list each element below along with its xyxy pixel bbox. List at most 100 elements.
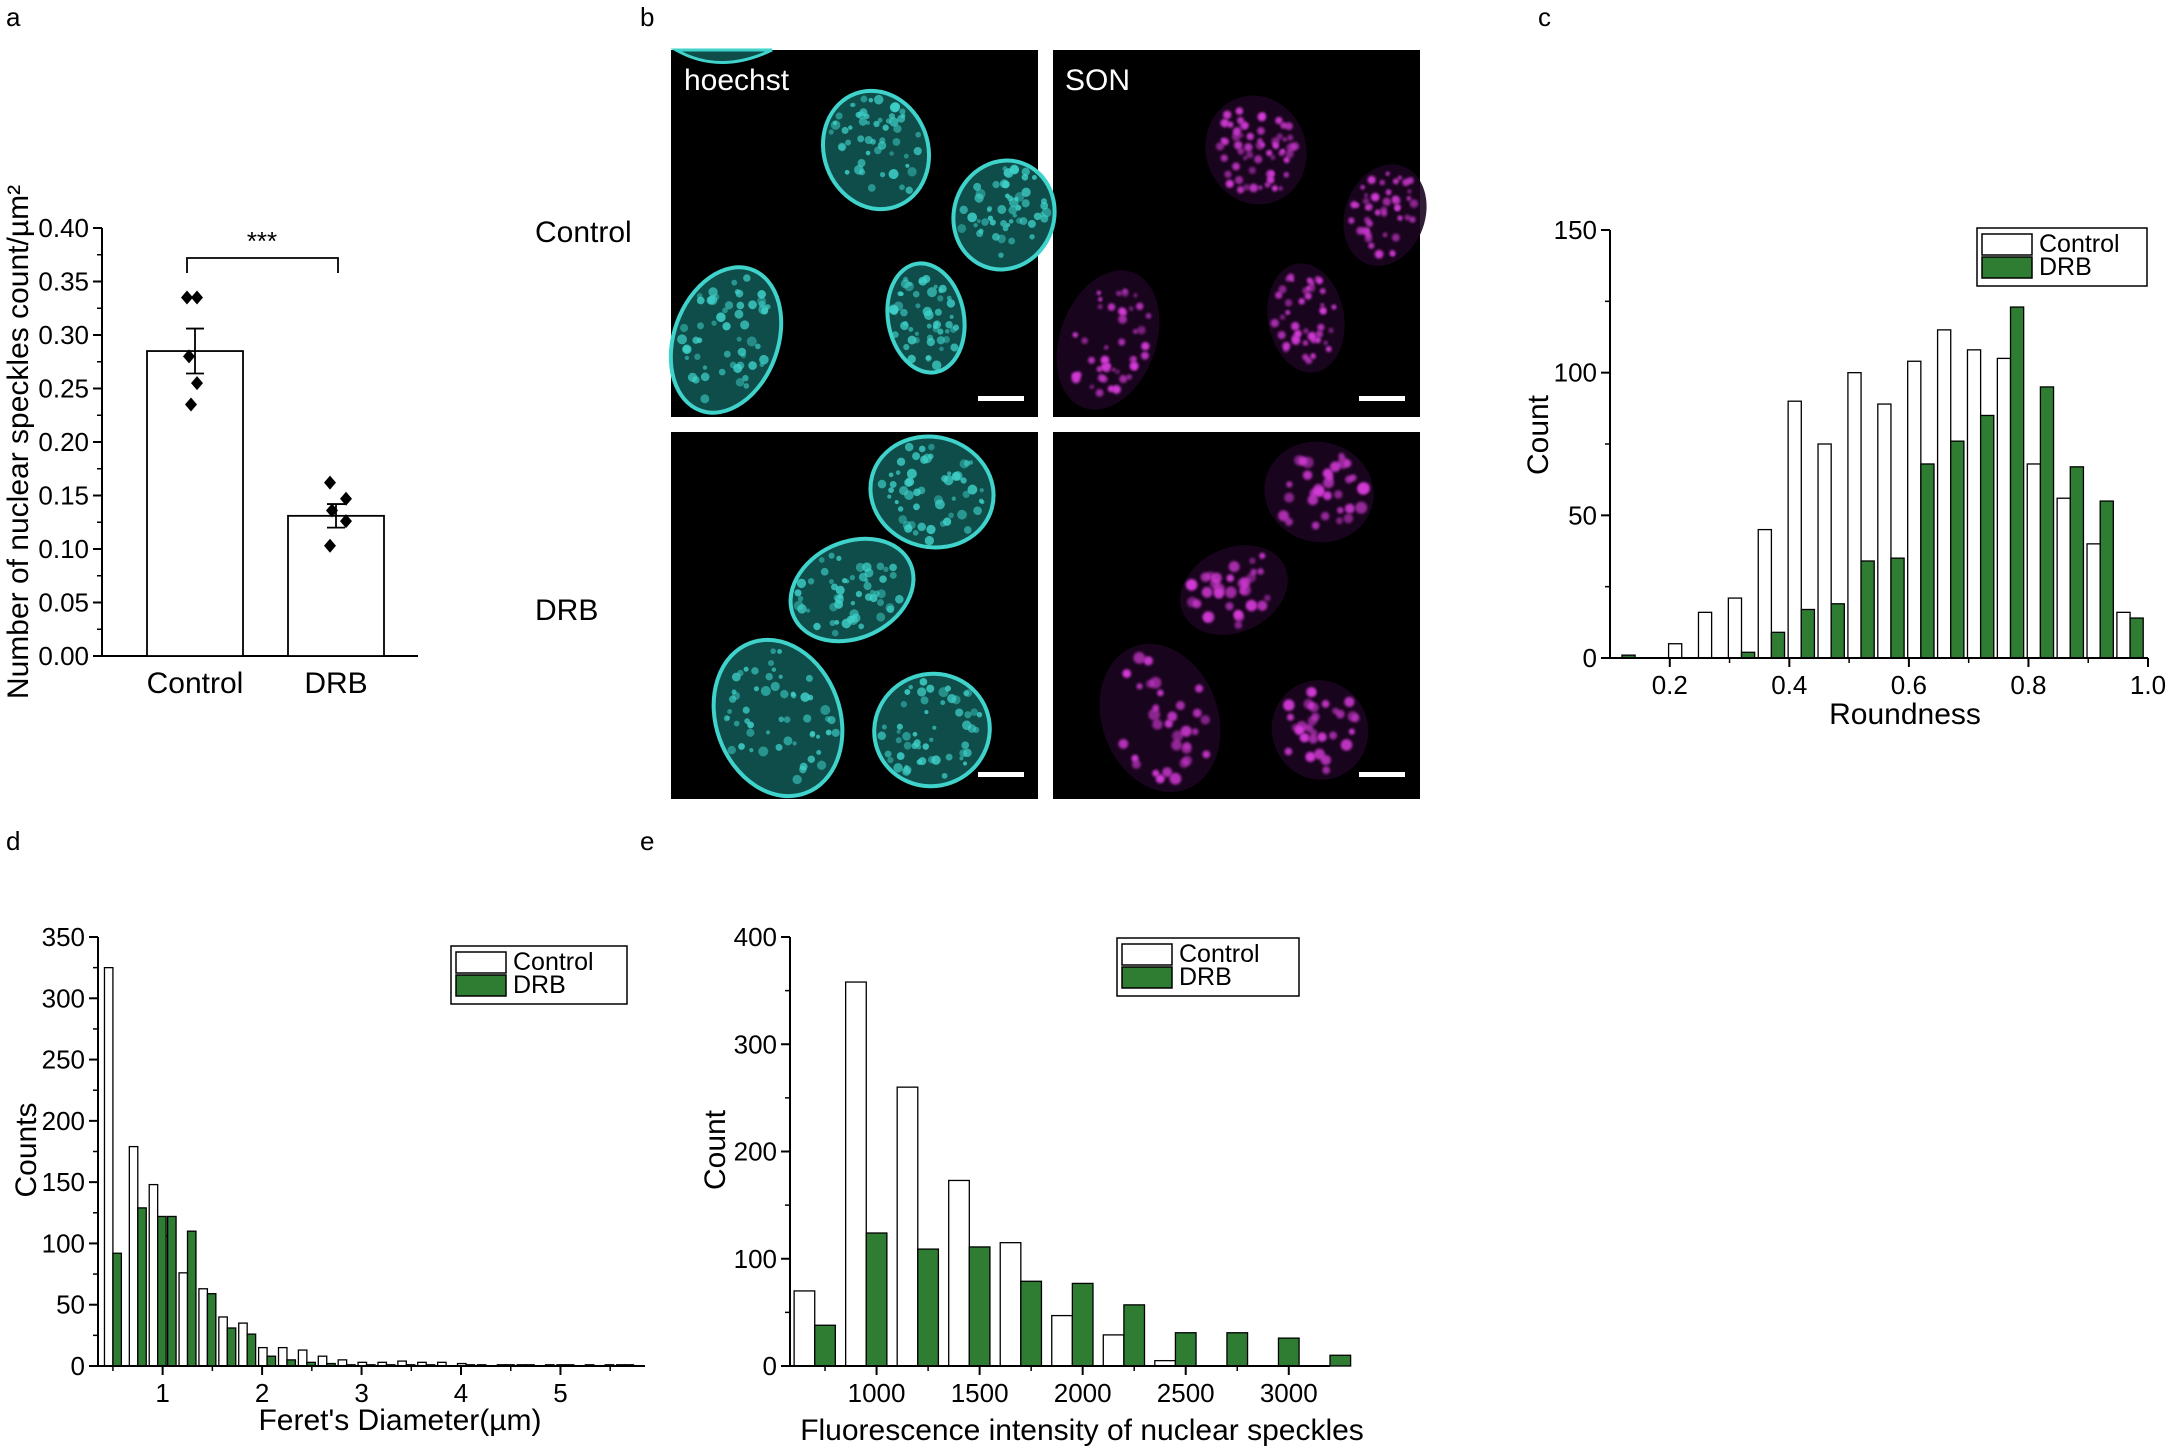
speckle <box>1397 175 1403 180</box>
chromatin-spot <box>753 686 760 692</box>
chromatin-spot <box>908 684 913 690</box>
speckle <box>1321 700 1330 708</box>
chromatin-spot <box>973 726 980 734</box>
speckle <box>1232 127 1242 136</box>
speckle <box>1287 273 1295 280</box>
speckle <box>1409 216 1416 223</box>
chromatin-spot <box>1008 219 1014 224</box>
chromatin-spot <box>957 509 967 520</box>
column-label-hoechst: hoechst <box>684 64 790 97</box>
chromatin-spot <box>797 604 807 614</box>
chromatin-spot <box>771 667 777 672</box>
chromatin-spot <box>765 672 773 681</box>
chromatin-spot <box>680 323 689 333</box>
chromatin-spot <box>915 131 922 138</box>
y-tick-label: 300 <box>734 1029 777 1059</box>
speckle <box>1141 342 1150 351</box>
chromatin-spot <box>777 649 783 654</box>
speckle <box>1382 232 1388 238</box>
chromatin-spot <box>1021 167 1030 176</box>
panel-a-error-bars <box>186 327 345 529</box>
speckle <box>1308 734 1318 744</box>
speckle <box>1249 557 1256 564</box>
speckle <box>1298 298 1305 305</box>
chromatin-spot <box>700 372 710 382</box>
bar-drb <box>1071 1282 1094 1367</box>
speckle <box>1283 171 1290 178</box>
speckle <box>1203 613 1212 622</box>
chromatin-spot <box>904 764 909 770</box>
speckle <box>1303 328 1309 334</box>
speckle <box>1271 137 1280 146</box>
panel-d-xlabel: Feret's Diameter(µm) <box>258 1404 541 1437</box>
chromatin-spot <box>1031 174 1037 180</box>
speckle <box>1379 179 1386 186</box>
speckle <box>1264 594 1271 602</box>
speckle <box>1145 313 1152 319</box>
speckle <box>1322 766 1331 775</box>
chromatin-spot <box>889 102 900 113</box>
speckle <box>1104 345 1109 350</box>
speckle <box>1315 330 1324 338</box>
chromatin-spot <box>992 233 1000 241</box>
chromatin-spot <box>828 552 835 559</box>
panel-a-chart: *** Control DRB 0.00 0.05 0.10 0.15 0.20 0.25 0.… <box>2 185 418 700</box>
chromatin-spot <box>973 223 978 228</box>
bar-drb <box>186 1230 197 1367</box>
chromatin-spot <box>926 323 932 329</box>
speckle <box>1385 171 1390 176</box>
chromatin-spot <box>743 383 750 389</box>
chromatin-spot <box>928 443 935 451</box>
speckle <box>1283 156 1290 163</box>
panel-d-bars <box>103 966 635 1367</box>
speckle <box>1112 385 1121 394</box>
scale-bars <box>978 396 1405 777</box>
speckle <box>1322 468 1333 479</box>
speckle <box>1122 669 1132 678</box>
speckle <box>1246 572 1256 583</box>
chromatin-spot <box>908 326 914 332</box>
bar-drb <box>1020 1280 1043 1367</box>
chromatin-spot <box>816 734 821 739</box>
y-tick-label: 0.00 <box>38 641 89 671</box>
chromatin-spot <box>889 481 897 488</box>
chromatin-spot <box>864 113 870 120</box>
bar-control <box>1907 360 1922 659</box>
speckle <box>1128 306 1134 312</box>
chromatin-spot <box>735 378 745 387</box>
panel-letter-a: a <box>6 2 21 32</box>
x-tick-label: 0.2 <box>1652 670 1688 700</box>
speckle <box>1234 175 1244 185</box>
bar-drb <box>246 1333 257 1367</box>
chromatin-spot <box>926 524 936 535</box>
partial-nucleus <box>670 48 773 64</box>
chromatin-spot <box>936 336 945 345</box>
speckle <box>1234 141 1243 150</box>
chromatin-spot <box>889 563 897 572</box>
chromatin-spot <box>978 498 984 504</box>
speckle <box>1232 162 1241 171</box>
chromatin-spot <box>997 205 1007 214</box>
chromatin-spot <box>696 296 705 305</box>
chromatin-spot <box>849 102 855 108</box>
speckle <box>1311 712 1320 721</box>
chromatin-spot <box>833 594 841 602</box>
chromatin-spot <box>727 709 733 714</box>
chromatin-spot <box>867 184 876 192</box>
bar-drb <box>1950 440 1965 659</box>
chromatin-spot <box>835 585 845 595</box>
x-tick-label: 1500 <box>951 1378 1009 1408</box>
chromatin-spot <box>848 615 858 625</box>
bar-drb <box>287 514 385 657</box>
chromatin-spot <box>917 687 927 697</box>
chromatin-spot <box>792 774 802 785</box>
speckle <box>1278 186 1283 191</box>
legend-swatch-drb <box>1121 966 1173 989</box>
bar-drb <box>1979 414 1995 659</box>
legend-swatch-control <box>1981 233 2033 256</box>
chromatin-spot <box>893 763 903 773</box>
chromatin-spot <box>829 619 836 627</box>
speckle <box>1350 201 1358 209</box>
